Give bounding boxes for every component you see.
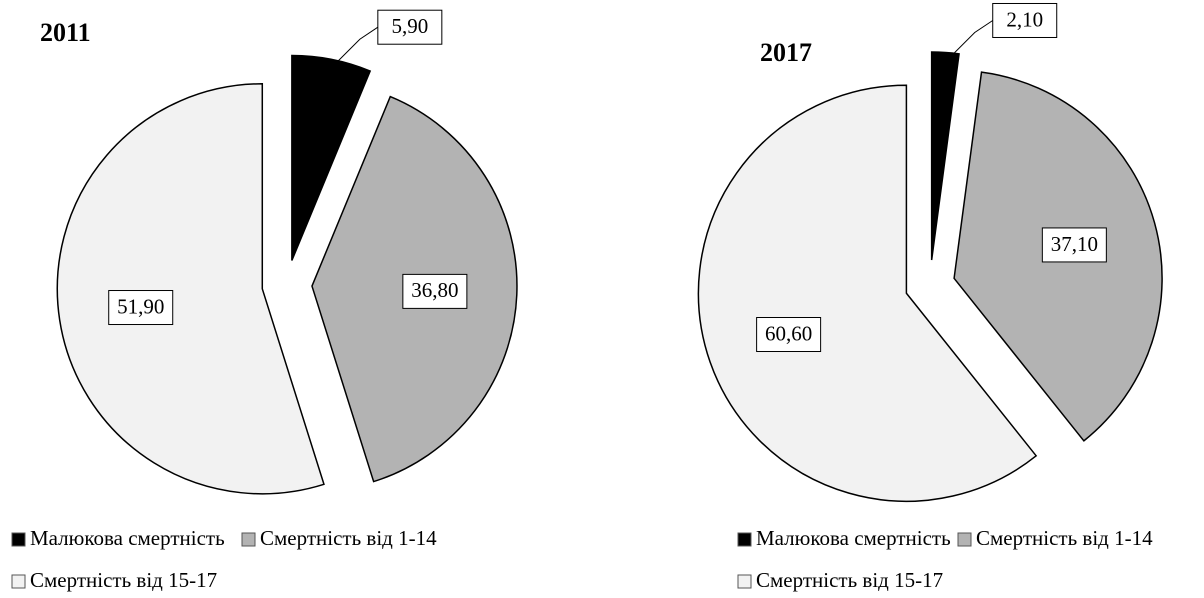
data-label: 36,80	[411, 278, 458, 302]
legend-label: Смертність від 15-17	[756, 568, 943, 592]
leader-line	[329, 26, 379, 70]
label-box	[377, 9, 443, 45]
label-box	[1041, 227, 1107, 263]
legend-label: Смертність від 1-14	[260, 526, 437, 550]
legend-swatch	[11, 574, 26, 589]
label-box	[992, 2, 1058, 38]
data-label: 51,90	[117, 294, 164, 318]
label-box	[402, 273, 468, 309]
legend-swatch	[737, 532, 752, 547]
data-label: 60,60	[765, 321, 812, 345]
pie-slice	[930, 51, 960, 261]
pie-slice	[56, 83, 325, 495]
legend-swatch	[11, 532, 26, 547]
legend-swatch	[737, 574, 752, 589]
data-label: 2,10	[1006, 7, 1043, 31]
pie-slice	[697, 84, 1038, 503]
chart-title: 2017	[760, 38, 812, 67]
legend-label: Смертність від 15-17	[30, 568, 217, 592]
legend-label: Смертність від 1-14	[976, 526, 1153, 550]
label-box	[108, 290, 174, 326]
legend-swatch	[957, 532, 972, 547]
label-box	[756, 317, 822, 353]
data-label: 37,10	[1051, 232, 1098, 256]
chart-title: 2011	[40, 18, 91, 47]
data-label: 5,90	[391, 14, 428, 38]
pie-slice	[291, 54, 372, 261]
legend-swatch	[241, 532, 256, 547]
leader-line	[944, 20, 994, 63]
legend-label: Малюкова смертність	[756, 526, 951, 550]
legend-label: Малюкова смертність	[30, 526, 225, 550]
